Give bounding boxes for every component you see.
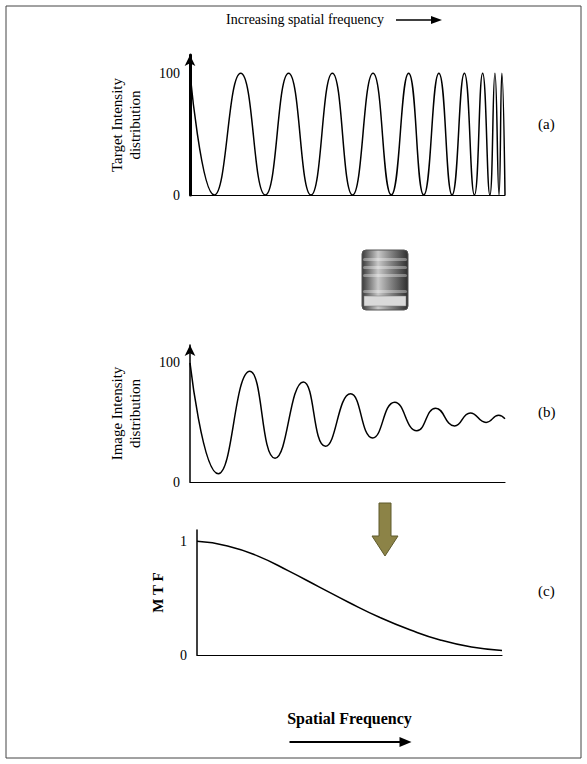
svg-text:(c): (c) xyxy=(538,583,555,600)
svg-text:Image Intensity: Image Intensity xyxy=(109,366,125,460)
svg-text:100: 100 xyxy=(159,66,180,81)
svg-text:100: 100 xyxy=(159,355,180,370)
svg-text:distribution: distribution xyxy=(127,378,143,448)
svg-text:Increasing spatial frequency: Increasing spatial frequency xyxy=(226,12,384,27)
svg-text:0: 0 xyxy=(180,648,187,663)
svg-text:distribution: distribution xyxy=(127,90,143,160)
svg-text:(a): (a) xyxy=(538,116,555,133)
svg-text:M T F: M T F xyxy=(150,572,166,612)
svg-text:0: 0 xyxy=(173,475,180,490)
svg-text:(b): (b) xyxy=(538,404,556,421)
svg-text:Spatial Frequency: Spatial Frequency xyxy=(287,710,412,728)
svg-text:Target Intensity: Target Intensity xyxy=(109,77,125,172)
svg-text:1: 1 xyxy=(180,534,187,549)
svg-text:0: 0 xyxy=(173,188,180,203)
